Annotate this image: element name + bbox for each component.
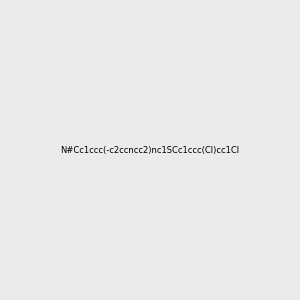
Text: N#Cc1ccc(-c2ccncc2)nc1SCc1ccc(Cl)cc1Cl: N#Cc1ccc(-c2ccncc2)nc1SCc1ccc(Cl)cc1Cl — [60, 146, 240, 154]
